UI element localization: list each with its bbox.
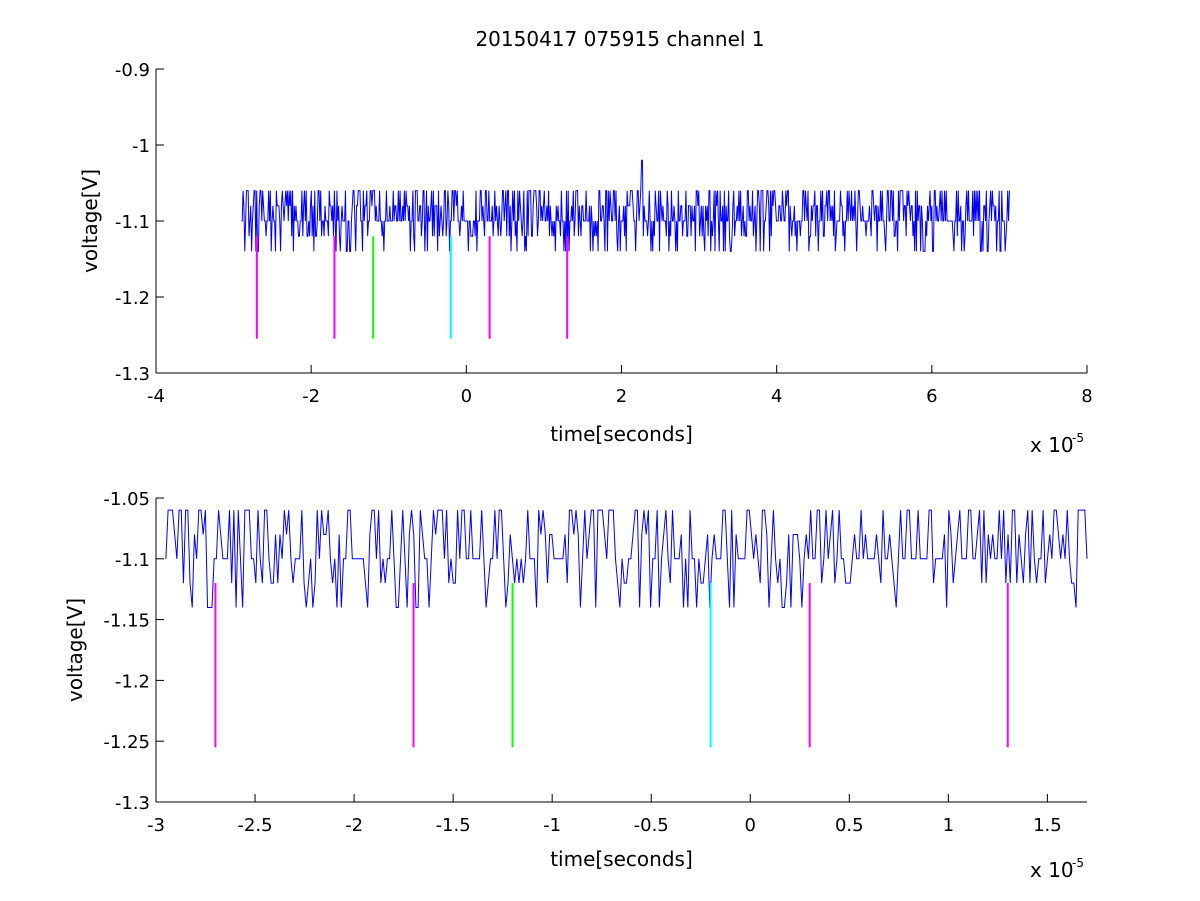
y-tick-label: -1.2 [115,288,150,309]
x-tick-label: 0 [745,815,756,836]
x-axis-label: time[seconds] [550,847,693,871]
x-multiplier-label: x 10 [1030,433,1074,457]
x-tick-label: -2.5 [237,815,272,836]
top-plot: -4 -2 0 2 4 6 8 -0.9 -1 -1.1 -1.2 -1.3 time[seconds]… [78,60,1093,457]
y-tick-label: -1.15 [103,611,150,632]
y-tick-label: -1.2 [115,671,150,692]
y-tick-label: -1.3 [115,793,150,814]
y-tick-label: -0.9 [115,60,150,81]
x-multiplier-exponent: -5 [1072,856,1084,870]
y-axis-label: voltage[V] [78,169,102,273]
y-tick-label: -1.05 [103,489,150,510]
y-tick-label: -1.1 [115,550,150,571]
x-tick-label: 8 [1081,386,1092,407]
x-tick-label: -3 [147,815,165,836]
bottom-plot: -3 -2.5 -2 -1.5 -1 -0.5 0 0.5 1 1.5 -1.05 -1.1 -1.15… [63,489,1088,882]
x-tick-label: -1 [543,815,561,836]
figure-title: 20150417 075915 channel 1 [475,27,764,51]
y-tick-label: -1.25 [103,732,150,753]
y-tick-label: -1.3 [115,364,150,385]
x-tick-label: 1 [943,815,954,836]
y-axis-label: voltage[V] [63,598,87,702]
x-multiplier-label: x 10 [1030,858,1074,882]
x-tick-label: -2 [302,386,320,407]
x-tick-label: -1.5 [436,815,471,836]
y-tick-label: -1 [132,136,150,157]
x-tick-label: -0.5 [634,815,669,836]
x-tick-label: -2 [345,815,363,836]
x-tick-label: -4 [147,386,165,407]
voltage-trace [241,159,1010,252]
y-tick-label: -1.1 [115,212,150,233]
x-multiplier-exponent: -5 [1072,431,1084,445]
x-axis-label: time[seconds] [550,422,693,446]
x-tick-label: 2 [616,386,627,407]
x-tick-label: 1.5 [1033,815,1062,836]
x-tick-label: 6 [926,386,937,407]
x-tick-label: 4 [771,386,782,407]
voltage-trace [165,509,1088,608]
x-tick-label: 0 [461,386,472,407]
x-tick-label: 0.5 [835,815,864,836]
